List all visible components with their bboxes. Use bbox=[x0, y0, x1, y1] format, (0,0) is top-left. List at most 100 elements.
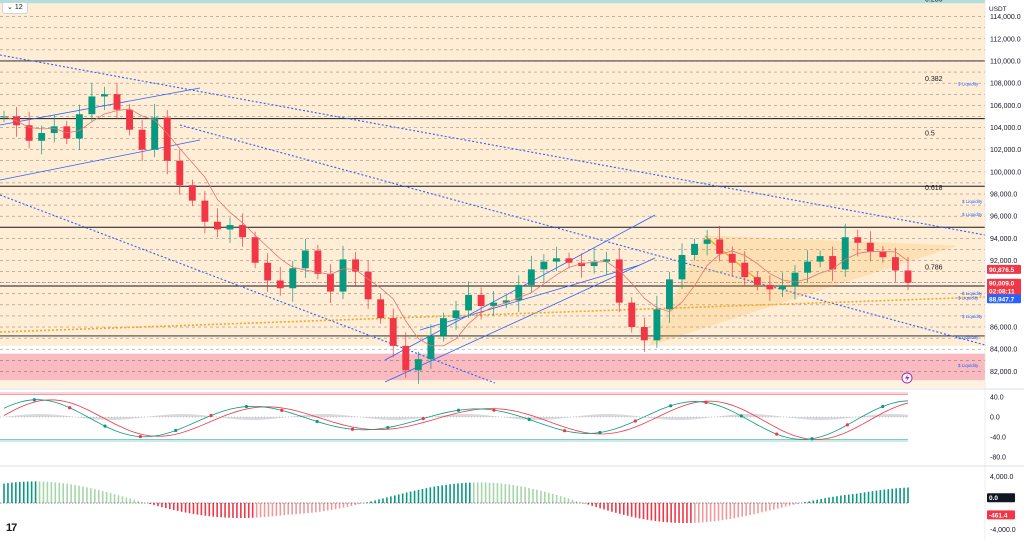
candle-body bbox=[276, 280, 284, 289]
candle-body bbox=[804, 261, 812, 273]
candle-body bbox=[866, 242, 874, 252]
candle-body bbox=[502, 300, 510, 303]
candle bbox=[854, 229, 862, 257]
candle-body bbox=[766, 284, 774, 290]
candle-body bbox=[289, 268, 297, 289]
candle bbox=[226, 217, 234, 243]
rising-channel-d bbox=[384, 257, 656, 383]
price-tick-label: 98,000.0 bbox=[990, 192, 1017, 199]
osc-cross-marker bbox=[280, 408, 284, 413]
candle bbox=[364, 260, 372, 309]
candle-body bbox=[465, 294, 473, 311]
osc-cross-marker bbox=[421, 417, 425, 421]
candle bbox=[213, 208, 221, 238]
price-tick-label: 96,000.0 bbox=[990, 214, 1017, 221]
candle-body bbox=[414, 359, 422, 371]
candle bbox=[866, 231, 874, 262]
candle bbox=[301, 239, 309, 278]
osc-cross-marker bbox=[315, 419, 319, 424]
candle bbox=[527, 255, 535, 293]
candle-body bbox=[75, 114, 83, 139]
candle bbox=[816, 250, 824, 268]
liquidity-label: $ Liquidity bbox=[962, 199, 983, 204]
interval-button[interactable]: ⌄ 12 bbox=[2, 2, 28, 14]
candle-body bbox=[427, 335, 435, 360]
liquidity-label: $ Liquidity bbox=[958, 295, 979, 300]
fib-label: 0.382 bbox=[925, 76, 943, 83]
moving-average bbox=[3, 108, 909, 347]
candle bbox=[678, 243, 686, 289]
lightning-icon bbox=[901, 372, 913, 384]
price-tick-label: 106,000.0 bbox=[990, 103, 1021, 110]
candle bbox=[640, 317, 648, 352]
candle bbox=[126, 104, 134, 136]
desc-channel-lower bbox=[0, 194, 496, 384]
candle-body bbox=[452, 310, 460, 319]
osc-cross-marker bbox=[103, 424, 107, 428]
candle-body bbox=[691, 243, 699, 255]
candle-body bbox=[527, 269, 535, 285]
candle-body bbox=[628, 302, 636, 328]
tradingview-logo: 17 bbox=[6, 522, 17, 534]
candle-body bbox=[352, 259, 360, 272]
osc-cross-marker bbox=[739, 414, 743, 418]
candle bbox=[741, 251, 749, 287]
candle bbox=[879, 246, 887, 263]
candle bbox=[904, 256, 912, 291]
osc-tick-label: -80.0 bbox=[990, 455, 1006, 462]
candle-body bbox=[88, 96, 96, 115]
fib-label: 0.618 bbox=[925, 185, 943, 192]
price-tag-label: 88,947.7 bbox=[989, 296, 1015, 303]
candle-body bbox=[188, 185, 196, 201]
liquidity-label: $ Liquidity bbox=[958, 81, 979, 86]
candle-body bbox=[716, 239, 724, 254]
price-tick-label: 82,000.0 bbox=[990, 369, 1017, 376]
candle bbox=[703, 229, 711, 256]
candle bbox=[188, 179, 196, 207]
osc-cross-marker bbox=[810, 437, 814, 441]
candle bbox=[552, 246, 560, 272]
fib-label: 0.236 bbox=[925, 0, 943, 3]
candle-body bbox=[665, 279, 673, 310]
osc-cross-marker bbox=[669, 404, 673, 408]
osc-tick-label: -40.0 bbox=[990, 435, 1006, 442]
candle bbox=[176, 149, 184, 195]
candle bbox=[339, 245, 347, 300]
candle bbox=[615, 247, 623, 313]
candle bbox=[653, 295, 661, 348]
candle-body bbox=[854, 237, 862, 243]
osc-cross-marker bbox=[527, 417, 531, 422]
price-tick-label: 100,000.0 bbox=[990, 169, 1021, 176]
chevron-down-icon: ⌄ bbox=[7, 4, 13, 11]
histogram-tag bbox=[987, 493, 1015, 503]
candle-body bbox=[126, 109, 134, 130]
candle bbox=[402, 332, 410, 378]
candle bbox=[389, 308, 397, 358]
candle-body bbox=[301, 250, 309, 269]
osc-cross-marker bbox=[845, 423, 849, 427]
histogram-tick-label: -4,000.0 bbox=[990, 527, 1016, 534]
candle-body bbox=[653, 309, 661, 341]
histogram-tag bbox=[987, 510, 1015, 520]
osc-cross-marker bbox=[350, 427, 355, 431]
candle bbox=[465, 281, 473, 318]
candle bbox=[691, 238, 699, 261]
price-tick-label: 114,000.0 bbox=[990, 14, 1021, 21]
candle bbox=[452, 300, 460, 330]
candle-body bbox=[816, 256, 824, 262]
price-tag-label: 90,876.5 bbox=[989, 267, 1015, 274]
osc-area bbox=[4, 414, 908, 420]
candle-body bbox=[364, 271, 372, 300]
candle-body bbox=[728, 253, 736, 263]
candle bbox=[766, 275, 774, 301]
candle bbox=[841, 223, 849, 277]
fib-label: 0.5 bbox=[925, 130, 935, 137]
osc-cross-marker bbox=[138, 435, 142, 439]
candle bbox=[502, 294, 510, 309]
candle-body bbox=[264, 262, 272, 281]
osc-cross-marker bbox=[209, 413, 213, 418]
candle bbox=[515, 275, 523, 312]
price-tick-label: 112,000.0 bbox=[990, 36, 1021, 43]
histogram-tag-label: -461.4 bbox=[989, 512, 1008, 519]
